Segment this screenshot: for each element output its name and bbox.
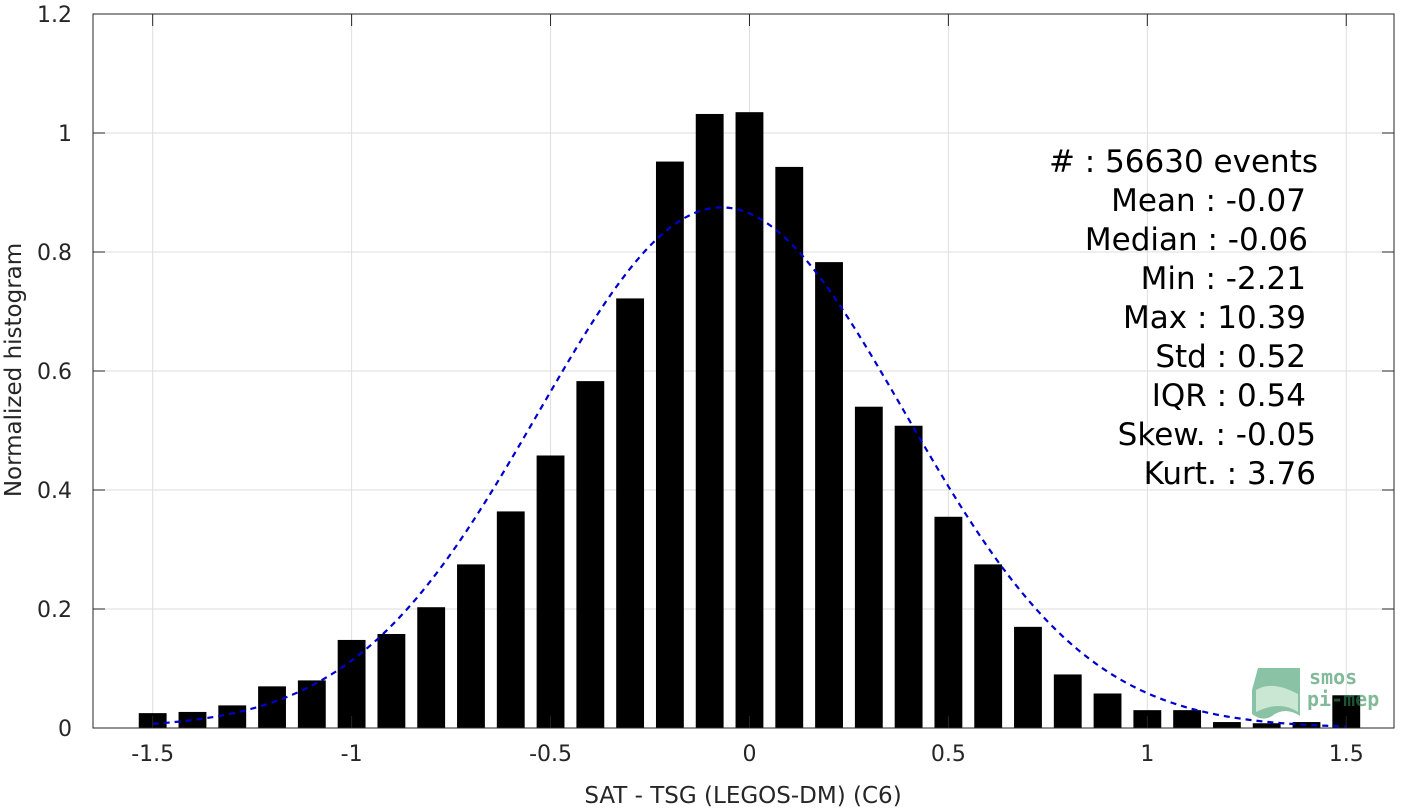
histogram-bar: [1014, 626, 1042, 728]
histogram-bar: [616, 298, 645, 728]
histogram-bar: [258, 686, 286, 728]
stat-median: Median : -0.06: [1085, 222, 1308, 258]
y-tick-label: 1.2: [37, 3, 72, 28]
histogram-bar: [1093, 693, 1122, 728]
histogram-bar: [1252, 723, 1281, 728]
logo-wave-icon-inner: [1256, 685, 1298, 712]
stat-events: # : 56630 events: [1049, 144, 1318, 180]
y-tick-label: 1: [58, 122, 72, 147]
histogram-bar: [496, 511, 525, 728]
histogram-bar: [695, 113, 724, 728]
stat-std: Std : 0.52: [1155, 339, 1306, 375]
logo-text-smos: smos: [1309, 665, 1357, 689]
x-tick-label: -1: [341, 742, 363, 767]
stat-iqr: IQR : 0.54: [1152, 378, 1306, 414]
histogram-bar: [894, 425, 923, 728]
histogram-bar: [457, 564, 485, 728]
x-tick-label: -0.5: [529, 742, 572, 767]
histogram-bar: [377, 633, 406, 728]
statistics-annotation: # : 56630 events Mean : -0.07 Median : -…: [1049, 144, 1318, 492]
x-tick-label: 1.5: [1329, 742, 1364, 767]
y-tick-label: 0.2: [37, 598, 72, 623]
histogram-bar: [974, 564, 1003, 728]
axis-ticks: -1.5 -1 -0.5 0 0.5 1 1.5 0 0.2 0.4 0.6 0.8 1 1.2: [37, 3, 1394, 767]
histogram-bar: [576, 381, 605, 728]
histogram-bar: [775, 166, 804, 729]
x-tick-label: -1.5: [131, 742, 174, 767]
x-tick-label: 0: [742, 742, 756, 767]
y-tick-label: 0.8: [37, 241, 72, 266]
histogram-bar: [1212, 722, 1241, 728]
histogram-bar: [1292, 722, 1321, 728]
x-tick-label: 0.5: [931, 742, 966, 767]
stat-kurt: Kurt. : 3.76: [1144, 456, 1316, 492]
normal-fit-curve: [152, 206, 1347, 728]
histogram-bar: [1173, 710, 1202, 728]
histogram-bar: [815, 262, 843, 728]
histogram-bar: [417, 607, 446, 728]
stat-mean: Mean : -0.07: [1111, 183, 1306, 219]
histogram-bar: [178, 711, 207, 728]
histogram-bar: [536, 455, 565, 728]
x-axis-label: SAT - TSG (LEGOS-DM) (C6): [584, 783, 901, 809]
histogram-bars: [138, 112, 1361, 729]
histogram-bar: [1053, 674, 1082, 728]
stat-skew: Skew. : -0.05: [1118, 417, 1316, 453]
stat-max: Max : 10.39: [1123, 300, 1306, 336]
stat-min: Min : -2.21: [1141, 261, 1306, 297]
y-tick-label: 0.4: [37, 479, 72, 504]
y-tick-label: 0.6: [37, 360, 72, 385]
histogram-bar: [297, 680, 326, 728]
histogram-bar: [655, 161, 684, 728]
histogram-bar: [854, 406, 883, 728]
smos-pi-mep-logo: smos pi-mep: [1252, 665, 1379, 719]
y-axis-label: Normalized histogram: [1, 243, 27, 497]
histogram-bar: [218, 705, 247, 728]
x-tick-label: 1: [1140, 742, 1154, 767]
histogram-bar: [735, 112, 764, 729]
histogram-bar: [934, 516, 963, 728]
y-tick-label: 0: [58, 717, 72, 742]
logo-text-pi-mep: pi-mep: [1307, 687, 1379, 711]
